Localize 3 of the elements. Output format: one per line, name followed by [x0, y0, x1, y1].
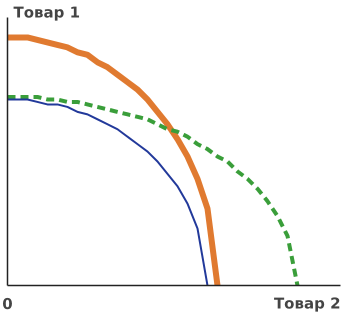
- text: 0: [2, 295, 13, 314]
- y-axis-title: Товар 1: [14, 4, 80, 22]
- x-axis-title: Товар 2: [274, 294, 341, 313]
